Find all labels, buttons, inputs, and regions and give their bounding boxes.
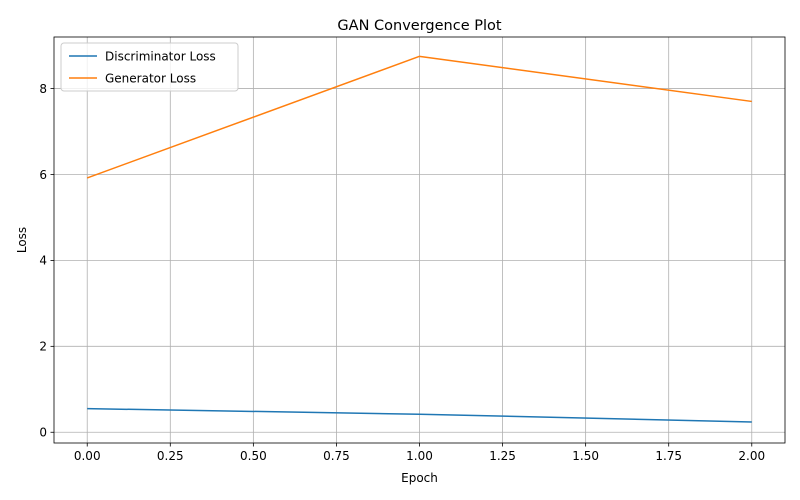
x-tick-label: 2.00: [738, 449, 765, 463]
y-tick-label: 8: [39, 82, 47, 96]
legend-label-generator-loss: Generator Loss: [105, 72, 196, 86]
x-tick-label: 1.75: [655, 449, 682, 463]
x-tick-label: 0.50: [240, 449, 267, 463]
tick-layer: 0.00 0.25 0.50 0.75 1.00 1.25 1.50 1.75 2.00 0 2 4 6…: [39, 82, 765, 463]
legend-box: [60, 42, 239, 92]
y-tick-label: 6: [39, 168, 47, 182]
x-tick-label: 0.00: [74, 449, 101, 463]
y-tick-label: 0: [39, 426, 47, 440]
series-line-discriminator-loss: [87, 407, 752, 423]
series-layer: [86, 55, 752, 423]
x-tick-label: 0.25: [157, 449, 184, 463]
legend-label-discriminator-loss: Discriminator Loss: [105, 50, 216, 64]
x-axis-label: Epoch: [401, 471, 438, 485]
y-tick-label: 4: [39, 254, 47, 268]
legend: Discriminator Loss Generator Loss: [60, 42, 239, 92]
grid-layer: [54, 37, 785, 443]
x-tick-label: 1.25: [489, 449, 516, 463]
x-tick-label: 1.50: [572, 449, 599, 463]
chart-title: GAN Convergence Plot: [337, 18, 501, 34]
y-axis-label: Loss: [15, 227, 29, 253]
series-line-generator-loss: [86, 55, 752, 179]
y-tick-label: 2: [39, 340, 47, 354]
x-tick-label: 1.00: [406, 449, 433, 463]
x-tick-label: 0.75: [323, 449, 350, 463]
